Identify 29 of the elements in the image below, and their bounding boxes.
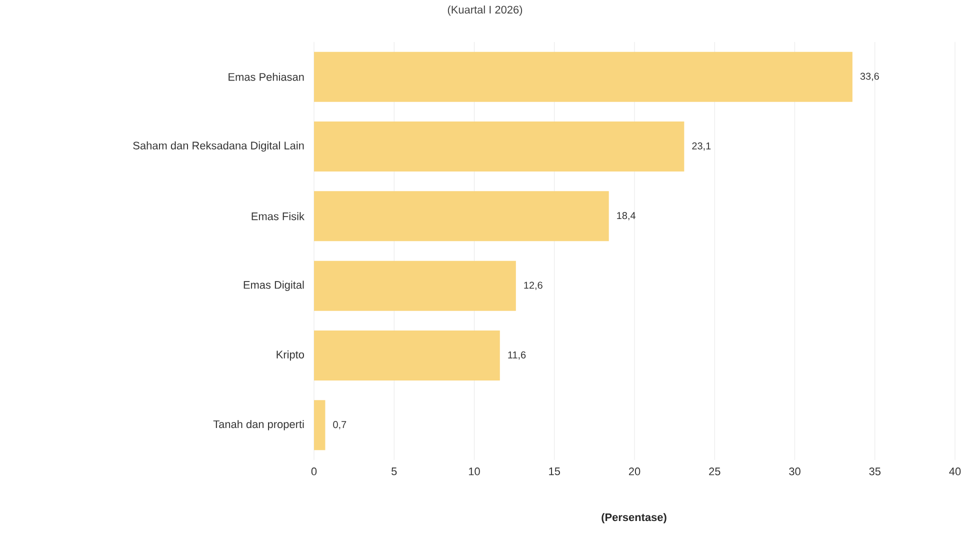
y-tick-label: Kripto: [276, 350, 304, 361]
y-tick-label: Emas Pehiasan: [228, 72, 304, 81]
y-tick-label: Emas Digital: [244, 280, 304, 291]
bar: [314, 330, 500, 381]
x-tick-label: 40: [949, 468, 961, 476]
y-tick-label: Saham dan Reksadana Digital Lain: [133, 141, 304, 152]
bar: [314, 191, 609, 242]
bar: [314, 122, 684, 172]
x-tick-label: 5: [392, 468, 397, 476]
x-tick-label: 15: [549, 468, 560, 476]
data-label: 18,4: [617, 212, 636, 220]
bar: [314, 260, 516, 311]
data-label: 23,1: [692, 142, 711, 151]
data-label: 11,6: [508, 351, 526, 360]
x-axis-title: (Persentase): [602, 513, 666, 524]
data-label: 0,7: [333, 421, 346, 430]
x-tick-label: 25: [709, 468, 720, 476]
bar: [314, 400, 326, 450]
x-tick-label: 35: [869, 468, 881, 476]
bar: [314, 52, 852, 102]
chart-subtitle: (Kuartal I 2026): [448, 6, 522, 16]
x-tick-label: 20: [628, 468, 640, 476]
data-label: 33,6: [860, 72, 879, 81]
data-label: 12,6: [524, 282, 542, 290]
x-tick-label: 30: [789, 468, 800, 476]
y-tick-label: Emas Fisik: [252, 212, 304, 220]
x-tick-label: 10: [468, 468, 480, 476]
x-tick-label: 0: [311, 468, 317, 476]
y-tick-label: Tanah dan properti: [213, 420, 304, 430]
